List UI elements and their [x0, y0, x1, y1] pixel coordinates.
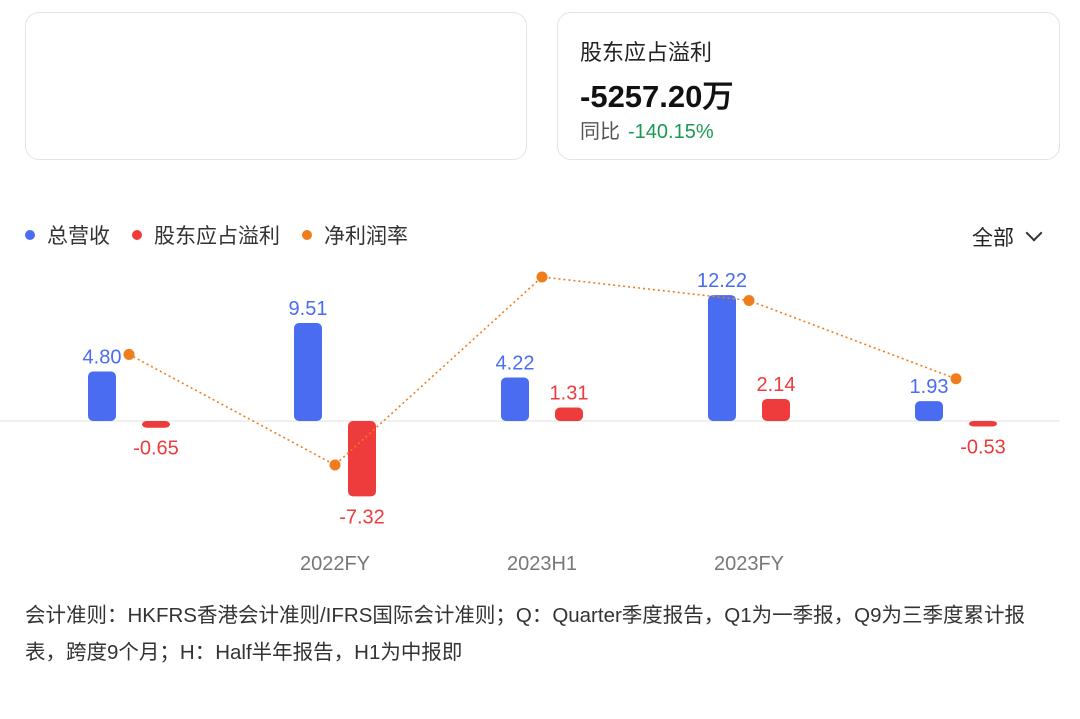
legend-label-profit: 股东应占溢利 [154, 225, 280, 248]
revenue-bar-3 [708, 295, 736, 421]
summary-card-profit: 股东应占溢利 -5257.20万 同比 -140.15% [557, 12, 1060, 160]
period-filter-dropdown[interactable]: 全部 [972, 222, 1043, 252]
legend-dot-profit [132, 230, 142, 240]
chevron-down-icon [1025, 224, 1043, 242]
legend-item-profit[interactable]: 股东应占溢利 [132, 220, 280, 250]
profit-bar-4 [969, 421, 997, 427]
revenue-label-4: 1.93 [910, 376, 949, 398]
revenue-bar-1 [294, 323, 322, 421]
legend-item-margin[interactable]: 净利润率 [302, 220, 408, 250]
financial-chart: 4.80 -0.65 9.51 -7.32 4.22 1.31 12.22 2.14 1.93 -… [0, 270, 1060, 575]
profit-card-yoy: 同比 -140.15% [580, 115, 714, 144]
revenue-bar-4 [915, 401, 943, 421]
profit-bar-1 [348, 421, 376, 497]
legend-item-revenue[interactable]: 总营收 [25, 220, 110, 250]
revenue-label-1: 9.51 [289, 298, 328, 320]
profit-bar-3 [762, 398, 790, 421]
profit-card-value: -5257.20万 [580, 79, 734, 114]
margin-point-4 [950, 373, 962, 385]
profit-bar-2 [555, 407, 583, 421]
margin-point-3 [743, 294, 755, 306]
category-label-1: 2022FY [300, 553, 370, 575]
profit-card-title: 股东应占溢利 [580, 40, 713, 65]
category-label-2: 2023H1 [507, 553, 577, 575]
legend-label-margin: 净利润率 [324, 225, 408, 248]
revenue-bar-0 [88, 371, 116, 421]
profit-bar-0 [142, 421, 170, 428]
category-label-3: 2023FY [714, 553, 784, 575]
summary-card-left [25, 12, 527, 160]
revenue-bar-2 [501, 377, 529, 421]
margin-line [128, 276, 957, 466]
legend-label-revenue: 总营收 [47, 225, 110, 248]
profit-label-4: -0.53 [960, 436, 1006, 458]
revenue-label-2: 4.22 [496, 353, 535, 375]
yoy-value: -140.15% [628, 121, 714, 143]
yoy-label: 同比 [580, 121, 620, 143]
margin-point-1 [329, 459, 341, 471]
revenue-label-0: 4.80 [83, 347, 122, 369]
period-filter-label: 全部 [972, 227, 1014, 250]
profit-label-2: 1.31 [550, 383, 589, 405]
margin-point-0 [123, 348, 135, 360]
revenue-label-3: 12.22 [697, 270, 747, 292]
legend-dot-revenue [25, 230, 35, 240]
profit-label-1: -7.32 [339, 506, 385, 528]
accounting-footnote: 会计准则：HKFRS香港会计准则/IFRS国际会计准则；Q：Quarter季度报… [25, 604, 1026, 664]
chart-legend: 总营收 股东应占溢利 净利润率 [25, 220, 430, 250]
margin-point-2 [536, 271, 548, 283]
legend-dot-margin [302, 230, 312, 240]
profit-label-3: 2.14 [757, 374, 796, 396]
profit-label-0: -0.65 [133, 438, 179, 460]
